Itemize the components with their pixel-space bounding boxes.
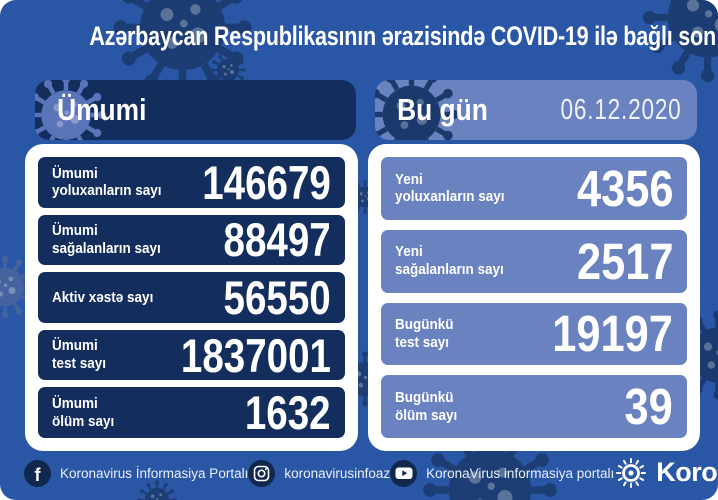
- stat-label: Bugünkü test sayı: [395, 316, 454, 351]
- facebook-link[interactable]: f Koronavirus İnformasiya Portalı: [24, 459, 249, 487]
- stat-value: 88497: [223, 214, 331, 266]
- totals-panel: Ümumi yoluxanların sayı 146679 Ümumi sağ…: [25, 144, 358, 451]
- today-section-title: Bu gün: [397, 92, 488, 127]
- stat-label: Ümumi ölüm sayı: [52, 394, 115, 430]
- stat-label: Ümumi test sayı: [52, 337, 107, 373]
- youtube-label: KoronaVirus informasiya portalı: [426, 465, 615, 481]
- stat-total-recovered: Ümumi sağalanların sayı 88497: [38, 214, 345, 266]
- stat-label: Yeni yoluxanların sayı: [395, 170, 505, 206]
- stat-label: Bugünkü ölüm sayı: [395, 388, 458, 424]
- youtube-icon: [390, 459, 418, 487]
- page-title: Azərbaycan Respublikasının ərazisində CO…: [0, 21, 718, 52]
- facebook-label: Koronavirus İnformasiya Portalı: [60, 465, 249, 481]
- stat-today-tests: Bugünkü test sayı 19197: [381, 302, 687, 366]
- stat-new-recovered: Yeni sağalanların sayı 2517: [381, 229, 687, 293]
- stat-value: 56550: [223, 272, 331, 323]
- stat-value: 19197: [552, 305, 673, 363]
- page-title-text: Azərbaycan Respublikasının ərazisində CO…: [89, 21, 718, 51]
- footer: f Koronavirus İnformasiya Portalı korona…: [0, 452, 718, 494]
- stat-value: 4356: [576, 159, 673, 217]
- koronavirus-logo-icon: [616, 458, 647, 488]
- stat-label: Aktiv xəstə sayı: [52, 288, 154, 306]
- stat-active-cases: Aktiv xəstə sayı 56550: [38, 272, 345, 323]
- today-section-header: Bu gün 06.12.2020: [375, 80, 697, 140]
- youtube-link[interactable]: KoronaVirus informasiya portalı: [390, 459, 615, 487]
- today-panel: Yeni yoluxanların sayı 4356 Yeni sağalan…: [368, 144, 700, 451]
- instagram-link[interactable]: koronavirusinfoaz: [248, 459, 391, 487]
- stat-value: 1837001: [180, 329, 331, 381]
- stat-total-infections: Ümumi yoluxanların sayı 146679: [38, 157, 345, 208]
- report-date: 06.12.2020: [560, 93, 682, 126]
- facebook-icon: f: [24, 459, 51, 487]
- stat-value: 39: [624, 378, 673, 436]
- stat-label: Ümumi yoluxanların sayı: [52, 164, 162, 200]
- stat-value: 1632: [245, 387, 331, 438]
- stat-new-infections: Yeni yoluxanların sayı 4356: [381, 157, 687, 220]
- left-section-header: Ümumi: [35, 80, 356, 140]
- brand-name: KoronaVirus: [656, 457, 718, 487]
- stat-today-deaths: Bugünkü ölüm sayı 39: [381, 375, 687, 438]
- stat-total-tests: Ümumi test sayı 1837001: [38, 329, 345, 381]
- stat-total-deaths: Ümumi ölüm sayı 1632: [38, 387, 345, 438]
- left-section-title: Ümumi: [57, 92, 147, 127]
- stat-value: 2517: [576, 232, 673, 290]
- koronavirus-logo: KoronaVirus info: [614, 456, 718, 490]
- stat-label: Yeni sağalanların sayı: [395, 243, 504, 279]
- stat-value: 146679: [202, 157, 331, 208]
- instagram-label: koronavirusinfoaz: [284, 465, 391, 481]
- instagram-icon: [248, 459, 276, 487]
- stat-label: Ümumi sağalanların sayı: [52, 222, 161, 257]
